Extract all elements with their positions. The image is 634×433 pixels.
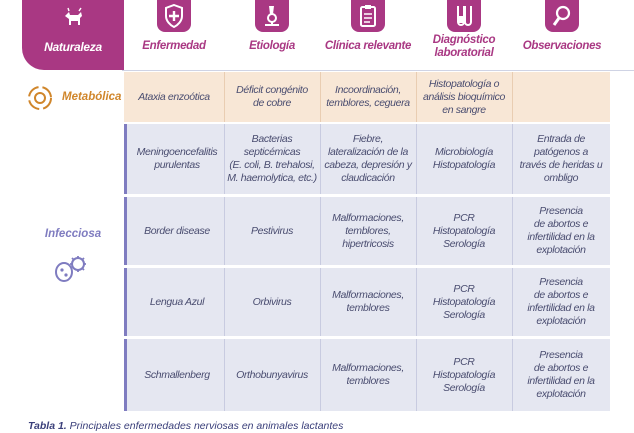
column-label: Enfermedad xyxy=(142,40,206,52)
test-tubes-icon xyxy=(447,0,481,32)
cell-notes xyxy=(512,72,610,122)
table-header: Naturaleza Enfermedad Etiología Clínica … xyxy=(0,0,634,72)
caption-text: Principales enfermedades nerviosas en an… xyxy=(69,420,344,432)
table-row: Schmallenberg Orthobunyavirus Malformaci… xyxy=(124,339,610,411)
cell-notes: Presencia de abortos e infertilidad en l… xyxy=(527,349,595,400)
group-label: Metabólica xyxy=(62,91,122,103)
virus-icon xyxy=(55,256,86,282)
column-header-clinical: Clínica relevante xyxy=(320,0,416,70)
cell-clinical: Fiebre, lateralización de la cabeza, dep… xyxy=(324,133,412,184)
cell-notes: Presencia de abortos e infertilidad en l… xyxy=(527,205,595,256)
cell-disease: Schmallenberg xyxy=(144,368,210,381)
cell-disease: Border disease xyxy=(144,224,210,237)
cell-etiology: Pestivirus xyxy=(250,224,293,237)
column-label: Observaciones xyxy=(522,40,602,52)
clipboard-icon xyxy=(351,0,385,32)
metabolism-cycle-icon xyxy=(28,86,52,110)
group-label: Infecciosa xyxy=(44,228,102,240)
cell-etiology: Bacterias septicémicas (E. coli, B. treh… xyxy=(227,133,317,184)
column-header-etiology: Etiología xyxy=(224,0,320,70)
cell-notes: Presencia de abortos e infertilidad en l… xyxy=(527,276,595,327)
cell-diagnosis: Histopatología o análisis bioquímico en … xyxy=(422,77,506,116)
cell-diagnosis: Microbiología Histopatología xyxy=(432,146,496,171)
cell-disease: Lengua Azul xyxy=(149,295,205,308)
cell-clinical: Incoordinación, temblores, ceguera xyxy=(326,84,410,109)
cell-etiology: Déficit congénito de cobre xyxy=(236,84,308,109)
table-row: Meningoencefalitis purulentas Bacterias … xyxy=(124,124,610,194)
column-label: Clínica relevante xyxy=(324,40,412,52)
goat-icon xyxy=(65,7,82,25)
group-infectious: Infecciosa xyxy=(22,122,124,422)
table-caption: Tabla 1. Principales enfermedades nervio… xyxy=(28,420,343,432)
column-header-disease: Enfermedad xyxy=(124,0,224,70)
cell-clinical: Malformaciones, temblores xyxy=(332,289,404,314)
cell-etiology: Orbivirus xyxy=(252,295,292,308)
cell-diagnosis: PCR Histopatología Serología xyxy=(432,282,496,321)
column-header-diagnosis: Diagnóstico laboratorial xyxy=(416,0,512,70)
medical-shield-icon xyxy=(157,0,191,32)
microscope-icon xyxy=(255,0,289,32)
cell-disease: Ataxia enzoótica xyxy=(138,90,210,103)
cell-clinical: Malformaciones, temblores xyxy=(332,362,404,387)
caption-label: Tabla 1. xyxy=(28,420,67,432)
cell-notes: Entrada de patógenos a través de heridas… xyxy=(519,133,603,184)
nature-label: Naturaleza xyxy=(44,40,102,54)
cell-diagnosis: PCR Histopatología Serología xyxy=(432,355,496,394)
column-header-notes: Observaciones xyxy=(512,0,612,70)
table-row: Lengua Azul Orbivirus Malformaciones, te… xyxy=(124,268,610,336)
table-row: Border disease Pestivirus Malformaciones… xyxy=(124,197,610,265)
cell-disease: Meningoencefalitis purulentas xyxy=(136,146,218,171)
header-divider xyxy=(122,70,634,71)
magnifier-icon xyxy=(545,0,579,32)
group-metabolic: Metabólica xyxy=(22,78,122,118)
column-label: Diagnóstico laboratorial xyxy=(432,34,496,59)
table-row: Ataxia enzoótica Déficit congénito de co… xyxy=(124,72,610,122)
cell-diagnosis: PCR Histopatología Serología xyxy=(432,211,496,250)
cell-etiology: Orthobunyavirus xyxy=(236,368,308,381)
nature-header: Naturaleza xyxy=(22,0,124,70)
cell-clinical: Malformaciones, temblores, hipertricosis xyxy=(332,211,404,250)
column-label: Etiología xyxy=(249,40,295,52)
